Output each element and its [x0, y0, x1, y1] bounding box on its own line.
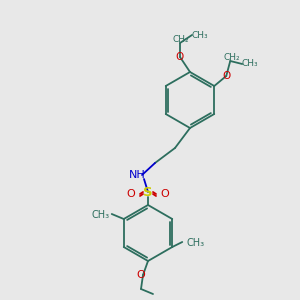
Text: CH₃: CH₃ [92, 210, 110, 220]
Text: O: O [160, 189, 169, 199]
Text: O: O [222, 71, 230, 81]
Text: CH₃: CH₃ [186, 238, 204, 248]
Text: O: O [136, 270, 146, 280]
Text: CH₃: CH₃ [242, 59, 259, 68]
Text: S: S [143, 185, 153, 199]
Text: CH₃: CH₃ [192, 31, 208, 40]
Text: O: O [176, 52, 184, 62]
Text: O: O [127, 189, 135, 199]
Text: NH: NH [129, 170, 146, 180]
Text: CH₂: CH₂ [173, 35, 189, 44]
Text: CH₂: CH₂ [224, 53, 241, 62]
